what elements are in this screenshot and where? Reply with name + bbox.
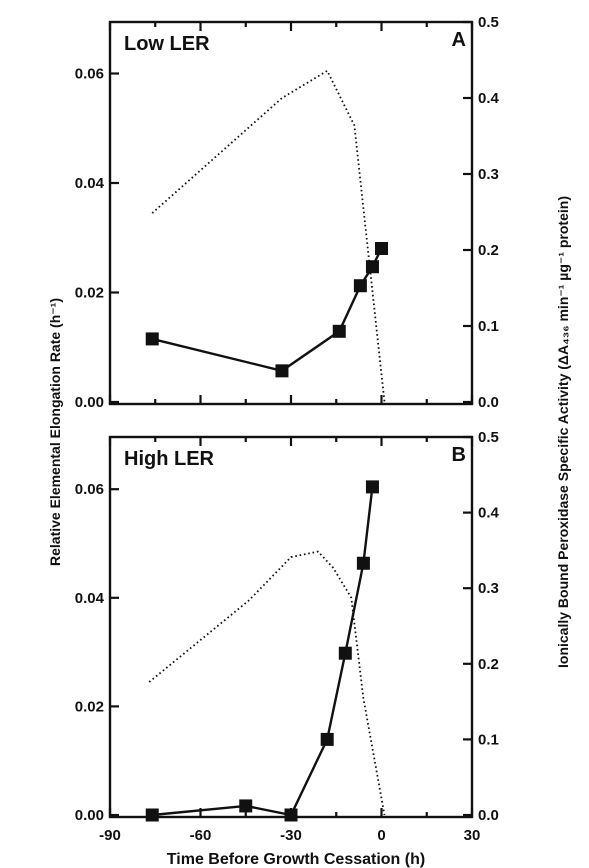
panel-title: Low LER	[124, 33, 210, 55]
y-right-tick-label: 0.5	[478, 429, 499, 446]
data-point-square	[320, 732, 334, 746]
y-right-tick-label: 0.5	[478, 14, 499, 31]
x-tick-label: -30	[280, 827, 302, 844]
y-axis-left-title: Relative Elemental Elongation Rate (h⁻¹)	[47, 298, 63, 566]
y-right-tick-label: 0.4	[478, 90, 500, 107]
y-right-tick-label: 0.1	[478, 318, 499, 335]
y-right-tick-label: 0.0	[478, 394, 499, 411]
series-line-dotted	[151, 69, 386, 403]
data-point-square	[356, 556, 370, 570]
data-point-square	[275, 364, 289, 378]
y-right-tick-label: 0.4	[478, 505, 500, 522]
plot-frame	[108, 435, 474, 819]
data-point-square	[284, 808, 298, 822]
data-point-square	[145, 808, 159, 822]
y-left-tick-label: 0.02	[75, 698, 104, 715]
x-tick-label: -90	[99, 827, 121, 844]
y-left-tick-label: 0.06	[75, 66, 104, 83]
data-point-square	[145, 332, 159, 346]
y-right-tick-label: 0.2	[478, 656, 499, 673]
data-point-square	[338, 646, 352, 660]
panel-letter: A	[452, 29, 466, 51]
series-line-solid	[151, 247, 383, 373]
x-axis-title: Time Before Growth Cessation (h)	[167, 851, 425, 868]
y-left-tick-label: 0.00	[75, 394, 104, 411]
y-left-tick-label: 0.06	[75, 481, 104, 498]
panel-title: High LER	[124, 448, 215, 470]
y-left-tick-label: 0.00	[75, 807, 104, 824]
x-tick-label: 0	[377, 827, 385, 844]
data-point-square	[239, 799, 253, 813]
y-right-tick-label: 0.2	[478, 242, 499, 259]
y-left-tick-label: 0.02	[75, 285, 104, 302]
panel-a: 0.00 0.02 0.04 0.06 0.0 0.1 0.2 0.3 0.4 0.5 Low LE…	[75, 14, 500, 411]
panel-b: 0.00 0.02 0.04 0.06 0.0 0.1 0.2 0.3 0.4 0.5 High L…	[75, 429, 500, 844]
data-point-square	[332, 324, 346, 338]
data-point-square	[353, 279, 367, 293]
y-right-tick-label: 0.3	[478, 166, 499, 183]
y-axis-right-title: Ionically Bound Peroxidase Specific Acti…	[555, 196, 571, 668]
y-right-tick-label: 0.0	[478, 807, 499, 824]
y-right-tick-label: 0.1	[478, 731, 499, 748]
data-point-square	[375, 241, 388, 255]
y-left-tick-label: 0.04	[75, 590, 105, 607]
plot-frame	[108, 20, 474, 406]
y-left-tick-label: 0.04	[75, 175, 105, 192]
series-line-dotted	[148, 550, 386, 816]
data-point-square	[365, 480, 379, 494]
y-right-tick-label: 0.3	[478, 580, 499, 597]
x-tick-label: -60	[190, 827, 212, 844]
data-point-square	[365, 260, 379, 274]
panel-letter: B	[452, 444, 466, 466]
x-tick-label: 30	[464, 827, 481, 844]
